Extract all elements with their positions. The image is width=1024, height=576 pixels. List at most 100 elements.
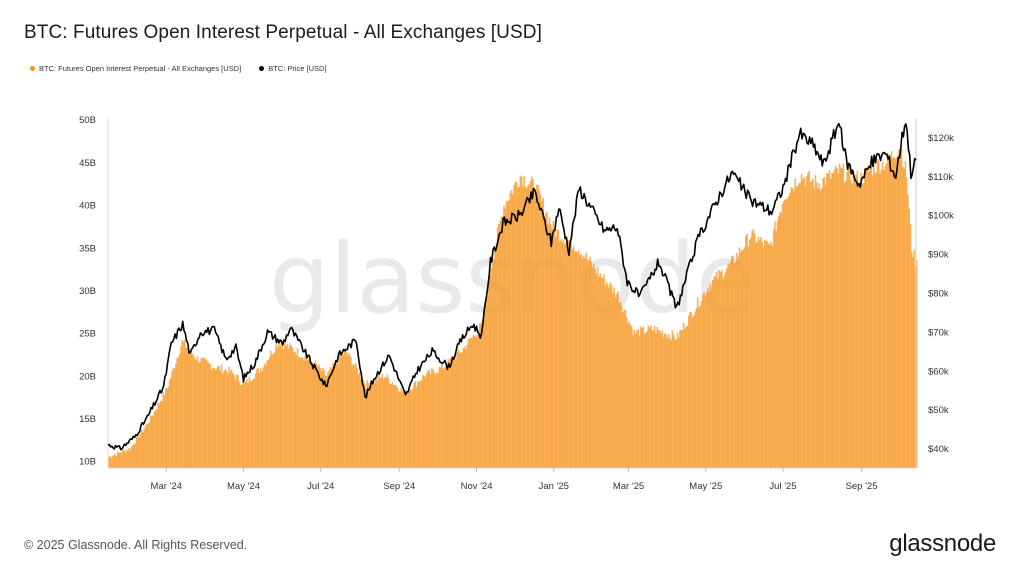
open-interest-bar xyxy=(348,352,351,468)
open-interest-bar xyxy=(586,259,589,468)
open-interest-bar xyxy=(168,379,171,468)
y-left-tick-label: 30B xyxy=(79,286,96,297)
y-right-tick-label: $60k xyxy=(928,366,949,377)
open-interest-bar xyxy=(308,359,310,468)
open-interest-bar xyxy=(373,382,376,468)
open-interest-bar xyxy=(690,312,693,468)
open-interest-bar xyxy=(836,168,838,469)
open-interest-bar xyxy=(395,385,398,468)
open-interest-bar xyxy=(728,264,731,468)
open-interest-bar xyxy=(729,261,732,468)
open-interest-bar xyxy=(296,348,299,468)
y-left-tick-label: 20B xyxy=(79,371,96,382)
open-interest-bar xyxy=(707,288,709,468)
open-interest-bar xyxy=(115,455,118,468)
open-interest-bar xyxy=(343,349,346,468)
open-interest-bar xyxy=(232,373,234,468)
open-interest-bar xyxy=(710,288,713,468)
open-interest-bar xyxy=(327,372,329,468)
open-interest-bar xyxy=(399,392,401,468)
open-interest-bar xyxy=(750,237,752,468)
open-interest-bar xyxy=(541,201,543,468)
open-interest-bar xyxy=(366,380,368,468)
open-interest-bar xyxy=(460,352,462,468)
legend-item-open-interest[interactable]: BTC: Futures Open Interest Perpetual - A… xyxy=(30,64,241,73)
open-interest-bar xyxy=(561,241,563,468)
open-interest-bar xyxy=(418,382,420,468)
open-interest-bar xyxy=(674,339,676,468)
open-interest-bar xyxy=(242,381,244,468)
open-interest-bar xyxy=(656,327,658,468)
open-interest-bar xyxy=(897,154,899,468)
open-interest-bar xyxy=(457,349,460,468)
open-interest-bar xyxy=(338,354,341,468)
open-interest-bar xyxy=(138,437,140,468)
open-interest-bar xyxy=(895,157,898,468)
open-interest-bar xyxy=(386,374,389,468)
open-interest-bar xyxy=(644,332,647,468)
open-interest-bar xyxy=(758,240,761,468)
open-interest-bar xyxy=(356,368,358,468)
open-interest-bar xyxy=(389,383,391,468)
open-interest-bar xyxy=(385,377,387,468)
open-interest-bar xyxy=(448,360,451,468)
open-interest-bar xyxy=(200,358,203,468)
open-interest-bar xyxy=(210,369,213,468)
open-interest-bar xyxy=(325,375,328,468)
open-interest-bar xyxy=(110,457,113,468)
y-left-tick-label: 10B xyxy=(79,457,96,468)
open-interest-bar xyxy=(442,369,444,468)
open-interest-bar xyxy=(360,378,362,468)
open-interest-bar xyxy=(137,434,139,468)
legend-swatch-price xyxy=(259,66,265,71)
x-tick-label: Jan '25 xyxy=(539,481,569,492)
y-right-tick-label: $110k xyxy=(928,172,953,183)
open-interest-bar xyxy=(477,330,480,468)
open-interest-bar xyxy=(646,331,648,468)
open-interest-bar xyxy=(779,212,781,468)
open-interest-bar xyxy=(451,357,453,468)
y-left-tick-label: 40B xyxy=(79,201,96,212)
open-interest-bar xyxy=(375,377,377,468)
open-interest-bar xyxy=(553,229,556,468)
open-interest-bar xyxy=(256,369,258,468)
open-interest-bar xyxy=(603,274,605,468)
price-series-line[interactable] xyxy=(107,122,917,451)
open-interest-bar xyxy=(661,330,664,468)
legend-item-price[interactable]: BTC: Price [USD] xyxy=(259,64,327,73)
open-interest-bar xyxy=(891,157,894,469)
open-interest-bar xyxy=(565,242,567,468)
open-interest-bar xyxy=(515,182,518,468)
open-interest-bar xyxy=(669,337,671,468)
open-interest-bar xyxy=(682,322,685,468)
open-interest-bar xyxy=(334,360,337,468)
open-interest-bar xyxy=(886,153,889,468)
open-interest-bar xyxy=(330,368,333,468)
open-interest-bar xyxy=(229,371,232,468)
open-interest-bar xyxy=(647,325,650,468)
x-tick-label: Nov '24 xyxy=(461,481,493,492)
open-interest-bar xyxy=(703,292,705,468)
open-interest-bar xyxy=(855,174,857,468)
open-interest-bar xyxy=(585,252,588,468)
open-interest-bar xyxy=(151,416,153,468)
open-interest-bar xyxy=(828,170,831,468)
open-interest-bar xyxy=(522,186,524,469)
open-interest-bar xyxy=(708,291,710,468)
open-interest-bar xyxy=(867,171,870,468)
open-interest-bar xyxy=(481,319,484,468)
open-interest-bar xyxy=(223,371,225,468)
open-interest-bar xyxy=(344,347,347,468)
open-interest-bar xyxy=(410,390,413,468)
open-interest-bar xyxy=(783,200,785,468)
open-interest-bar xyxy=(720,270,723,468)
open-interest-bar xyxy=(219,370,222,468)
open-interest-bar xyxy=(471,337,474,468)
open-interest-bar xyxy=(813,188,816,468)
open-interest-bar xyxy=(742,249,745,468)
open-interest-bar xyxy=(123,450,125,468)
open-interest-bar xyxy=(143,428,146,468)
open-interest-bar xyxy=(757,236,760,468)
open-interest-bar xyxy=(508,200,510,468)
